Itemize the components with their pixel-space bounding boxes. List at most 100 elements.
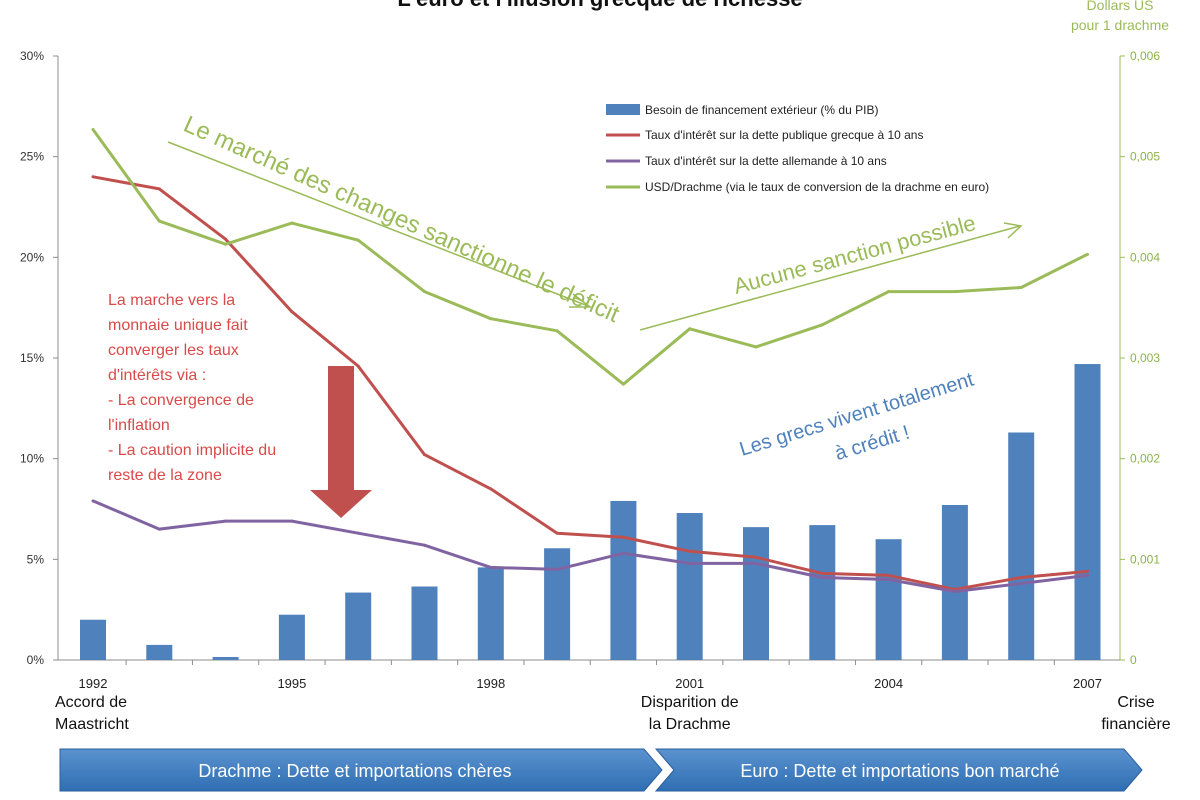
annotation-no-sanction: Aucune sanction possible xyxy=(639,210,1023,331)
legend-label-german: Taux d'intérêt sur la dette allemande à … xyxy=(645,154,887,168)
bar-financing-need xyxy=(875,539,902,660)
line-greek-rate-point xyxy=(754,555,758,559)
line-greek-rate-point xyxy=(91,175,95,179)
right-axis-ticks: 0 0,001 0,002 0,003 0,004 0,005 0,006 xyxy=(1120,49,1160,667)
left-tick-label: 15% xyxy=(20,351,44,365)
arrow-market-sanction xyxy=(167,141,589,307)
arrow-no-sanction xyxy=(639,225,1021,331)
line-german-rate-point xyxy=(1086,573,1089,577)
text-no-sanction: Aucune sanction possible xyxy=(731,210,978,299)
convergence-line-4: d'intérêts via : xyxy=(108,367,206,384)
line-greek-rate-point xyxy=(887,573,891,577)
bar-financing-need xyxy=(345,592,372,660)
line-german-rate xyxy=(92,499,1088,593)
right-axis-title-line2: pour 1 drachme xyxy=(1071,17,1169,33)
line-greek-rate-point xyxy=(1019,575,1023,579)
legend-swatch-bars xyxy=(606,104,640,115)
line-usd-drachme-point xyxy=(688,327,692,331)
bar-financing-need xyxy=(809,525,836,660)
right-tick-label: 0,002 xyxy=(1130,452,1160,466)
legend: Besoin de financement extérieur (% du PI… xyxy=(606,103,989,194)
line-usd-drachme-point xyxy=(953,290,957,294)
bar-financing-need xyxy=(610,500,637,660)
line-german-rate-point xyxy=(157,527,161,531)
series-lines xyxy=(91,127,1089,594)
line-german-rate-point xyxy=(489,565,493,569)
line-german-rate-point xyxy=(820,575,824,579)
line-german-rate-point xyxy=(1019,581,1023,585)
convergence-line-8: reste de la zone xyxy=(108,467,222,484)
right-axis-title-line1: Dollars US xyxy=(1087,0,1154,13)
bar-financing-need xyxy=(212,656,239,660)
line-german-rate-point xyxy=(356,531,360,535)
line-german-rate-point xyxy=(290,519,294,523)
line-german-rate-point xyxy=(91,499,95,503)
bar-financing-need xyxy=(676,513,703,660)
bar-financing-need xyxy=(411,586,438,660)
line-greek-rate-point xyxy=(1086,569,1089,573)
period-band-euro xyxy=(654,748,1143,792)
legend-label-usd-drachme: USD/Drachme (via le taux de conversion d… xyxy=(645,180,989,194)
text-market-sanction: Le marché des changes sanctionne le défi… xyxy=(180,111,624,328)
line-greek-rate-point xyxy=(688,549,692,553)
convergence-line-7: - La caution implicite du xyxy=(108,442,276,459)
event-label: Disparition de xyxy=(641,694,739,711)
x-tick-label: 2001 xyxy=(675,676,704,691)
arrowhead-no-sanction xyxy=(1003,222,1023,239)
chart-title: L'euro et l'illusion grecque de richesse xyxy=(397,0,802,11)
bar-financing-need xyxy=(278,614,305,660)
line-greek-rate-point xyxy=(489,487,493,491)
left-tick-label: 0% xyxy=(27,653,45,667)
convergence-line-1: La marche vers la xyxy=(108,292,235,309)
line-usd-drachme-point xyxy=(555,329,559,333)
left-tick-label: 5% xyxy=(27,552,45,566)
event-label: Crise xyxy=(1117,694,1154,711)
line-usd-drachme-point xyxy=(423,290,426,294)
line-greek-rate-point xyxy=(555,531,559,535)
bar-financing-need xyxy=(941,504,968,660)
x-tick-label: 2004 xyxy=(874,676,903,691)
line-greek-rate xyxy=(92,175,1088,591)
legend-label-bars: Besoin de financement extérieur (% du PI… xyxy=(645,103,878,117)
convergence-down-arrow xyxy=(310,366,372,518)
legend-label-greek: Taux d'intérêt sur la dette publique gre… xyxy=(645,128,923,142)
bars-financing-need xyxy=(80,364,1101,660)
left-tick-label: 20% xyxy=(20,250,44,264)
line-greek-rate-point xyxy=(157,187,161,191)
line-german-rate-point xyxy=(555,567,559,571)
event-label: la Drachme xyxy=(649,716,731,733)
bar-financing-need xyxy=(743,527,769,660)
x-tick-label: 1995 xyxy=(277,676,306,691)
line-german-rate-point xyxy=(423,543,426,547)
line-german-rate-point xyxy=(621,551,625,555)
period-band: Drachme : Dette et importations chères E… xyxy=(59,748,1143,792)
bar-financing-need xyxy=(80,619,106,660)
line-german-rate-point xyxy=(224,519,228,523)
line-usd-drachme-point xyxy=(290,221,294,225)
line-greek-rate-point xyxy=(423,453,426,457)
x-tick-label: 1992 xyxy=(79,676,108,691)
event-labels: Accord de Maastricht Disparition de la Drac… xyxy=(55,694,1171,733)
line-greek-rate-point xyxy=(820,571,824,575)
bar-financing-need xyxy=(146,644,173,660)
x-tick-label: 2007 xyxy=(1073,676,1102,691)
line-usd-drachme-point xyxy=(887,290,891,294)
bar-financing-need xyxy=(1074,364,1101,660)
annotation-market-sanction: Le marché des changes sanctionne le défi… xyxy=(167,111,624,328)
bar-financing-need xyxy=(544,548,571,660)
line-greek-rate-point xyxy=(224,237,228,241)
line-usd-drachme-point xyxy=(224,242,228,246)
event-label: Accord de xyxy=(55,694,127,711)
convergence-line-5: - La convergence de xyxy=(108,392,254,409)
line-usd-drachme-point xyxy=(157,219,161,223)
line-usd-drachme-point xyxy=(754,345,758,349)
convergence-line-2: monnaie unique fait xyxy=(108,317,248,334)
line-german-rate-point xyxy=(754,561,758,565)
event-label: Maastricht xyxy=(55,716,129,733)
period-band-drachme xyxy=(59,748,663,792)
right-tick-label: 0,001 xyxy=(1130,552,1160,566)
line-german-rate-point xyxy=(688,561,692,565)
line-greek-rate-point xyxy=(621,535,625,539)
period-label-drachme: Drachme : Dette et importations chères xyxy=(198,761,511,781)
